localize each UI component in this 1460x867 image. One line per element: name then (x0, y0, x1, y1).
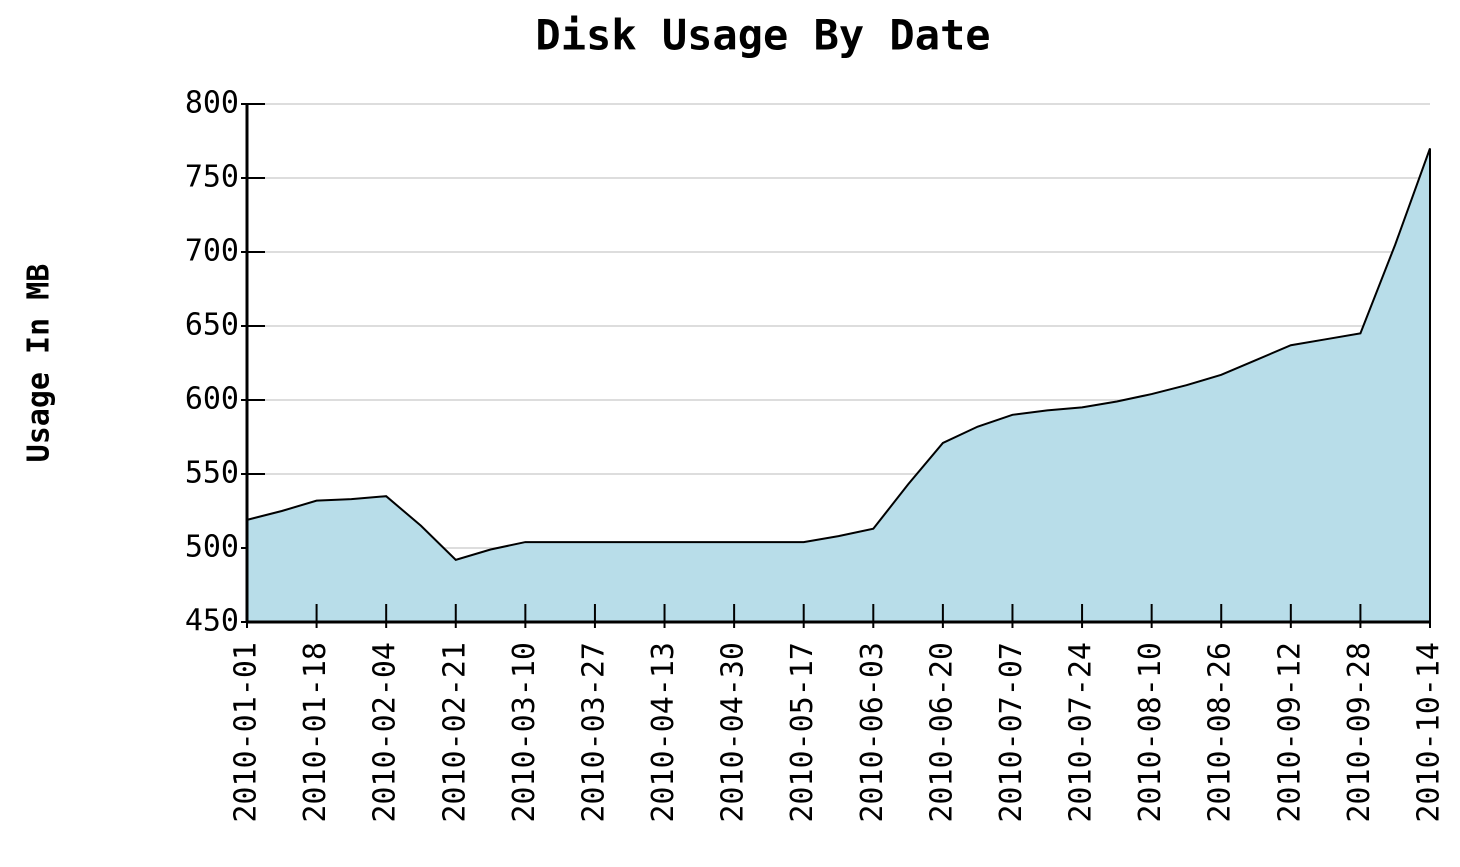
y-tick-label: 550 (185, 456, 239, 491)
x-tick-label: 2010-04-30 (716, 642, 751, 823)
y-tick-label: 750 (185, 160, 239, 195)
y-tick-label: 450 (185, 604, 239, 639)
y-tick-label: 600 (185, 382, 239, 417)
y-tick-label: 500 (185, 530, 239, 565)
chart-title: Disk Usage By Date (535, 11, 990, 60)
area (247, 148, 1430, 622)
x-tick-label: 2010-07-24 (1064, 642, 1099, 823)
x-tick-label: 2010-03-10 (507, 642, 542, 823)
line (246, 148, 1431, 561)
x-tick-label: 2010-02-04 (368, 642, 403, 823)
x-tick-label: 2010-06-20 (924, 642, 959, 823)
x-tick-label: 2010-08-10 (1133, 642, 1168, 823)
x-tick-label: 2010-09-12 (1272, 642, 1307, 823)
y-tick-label: 700 (185, 234, 239, 269)
y-tick-label: 650 (185, 308, 239, 343)
x-tick-label: 2010-05-17 (785, 642, 820, 823)
y-axis-label: Usage In MB (22, 264, 57, 463)
y-tick-label: 800 (185, 86, 239, 121)
x-tick-label: 2010-01-18 (298, 642, 333, 823)
x-tick-label: 2010-03-27 (576, 642, 611, 823)
x-tick-label: 2010-08-26 (1203, 642, 1238, 823)
x-tick-label: 2010-09-28 (1342, 642, 1377, 823)
x-tick-label: 2010-07-07 (994, 642, 1029, 823)
x-tick-label: 2010-01-01 (229, 642, 264, 823)
x-tick-label: 2010-10-14 (1412, 642, 1447, 823)
x-tick-label: 2010-02-21 (437, 642, 472, 823)
x-tick-label: 2010-04-13 (646, 642, 681, 823)
x-tick-label: 2010-06-03 (855, 642, 890, 823)
